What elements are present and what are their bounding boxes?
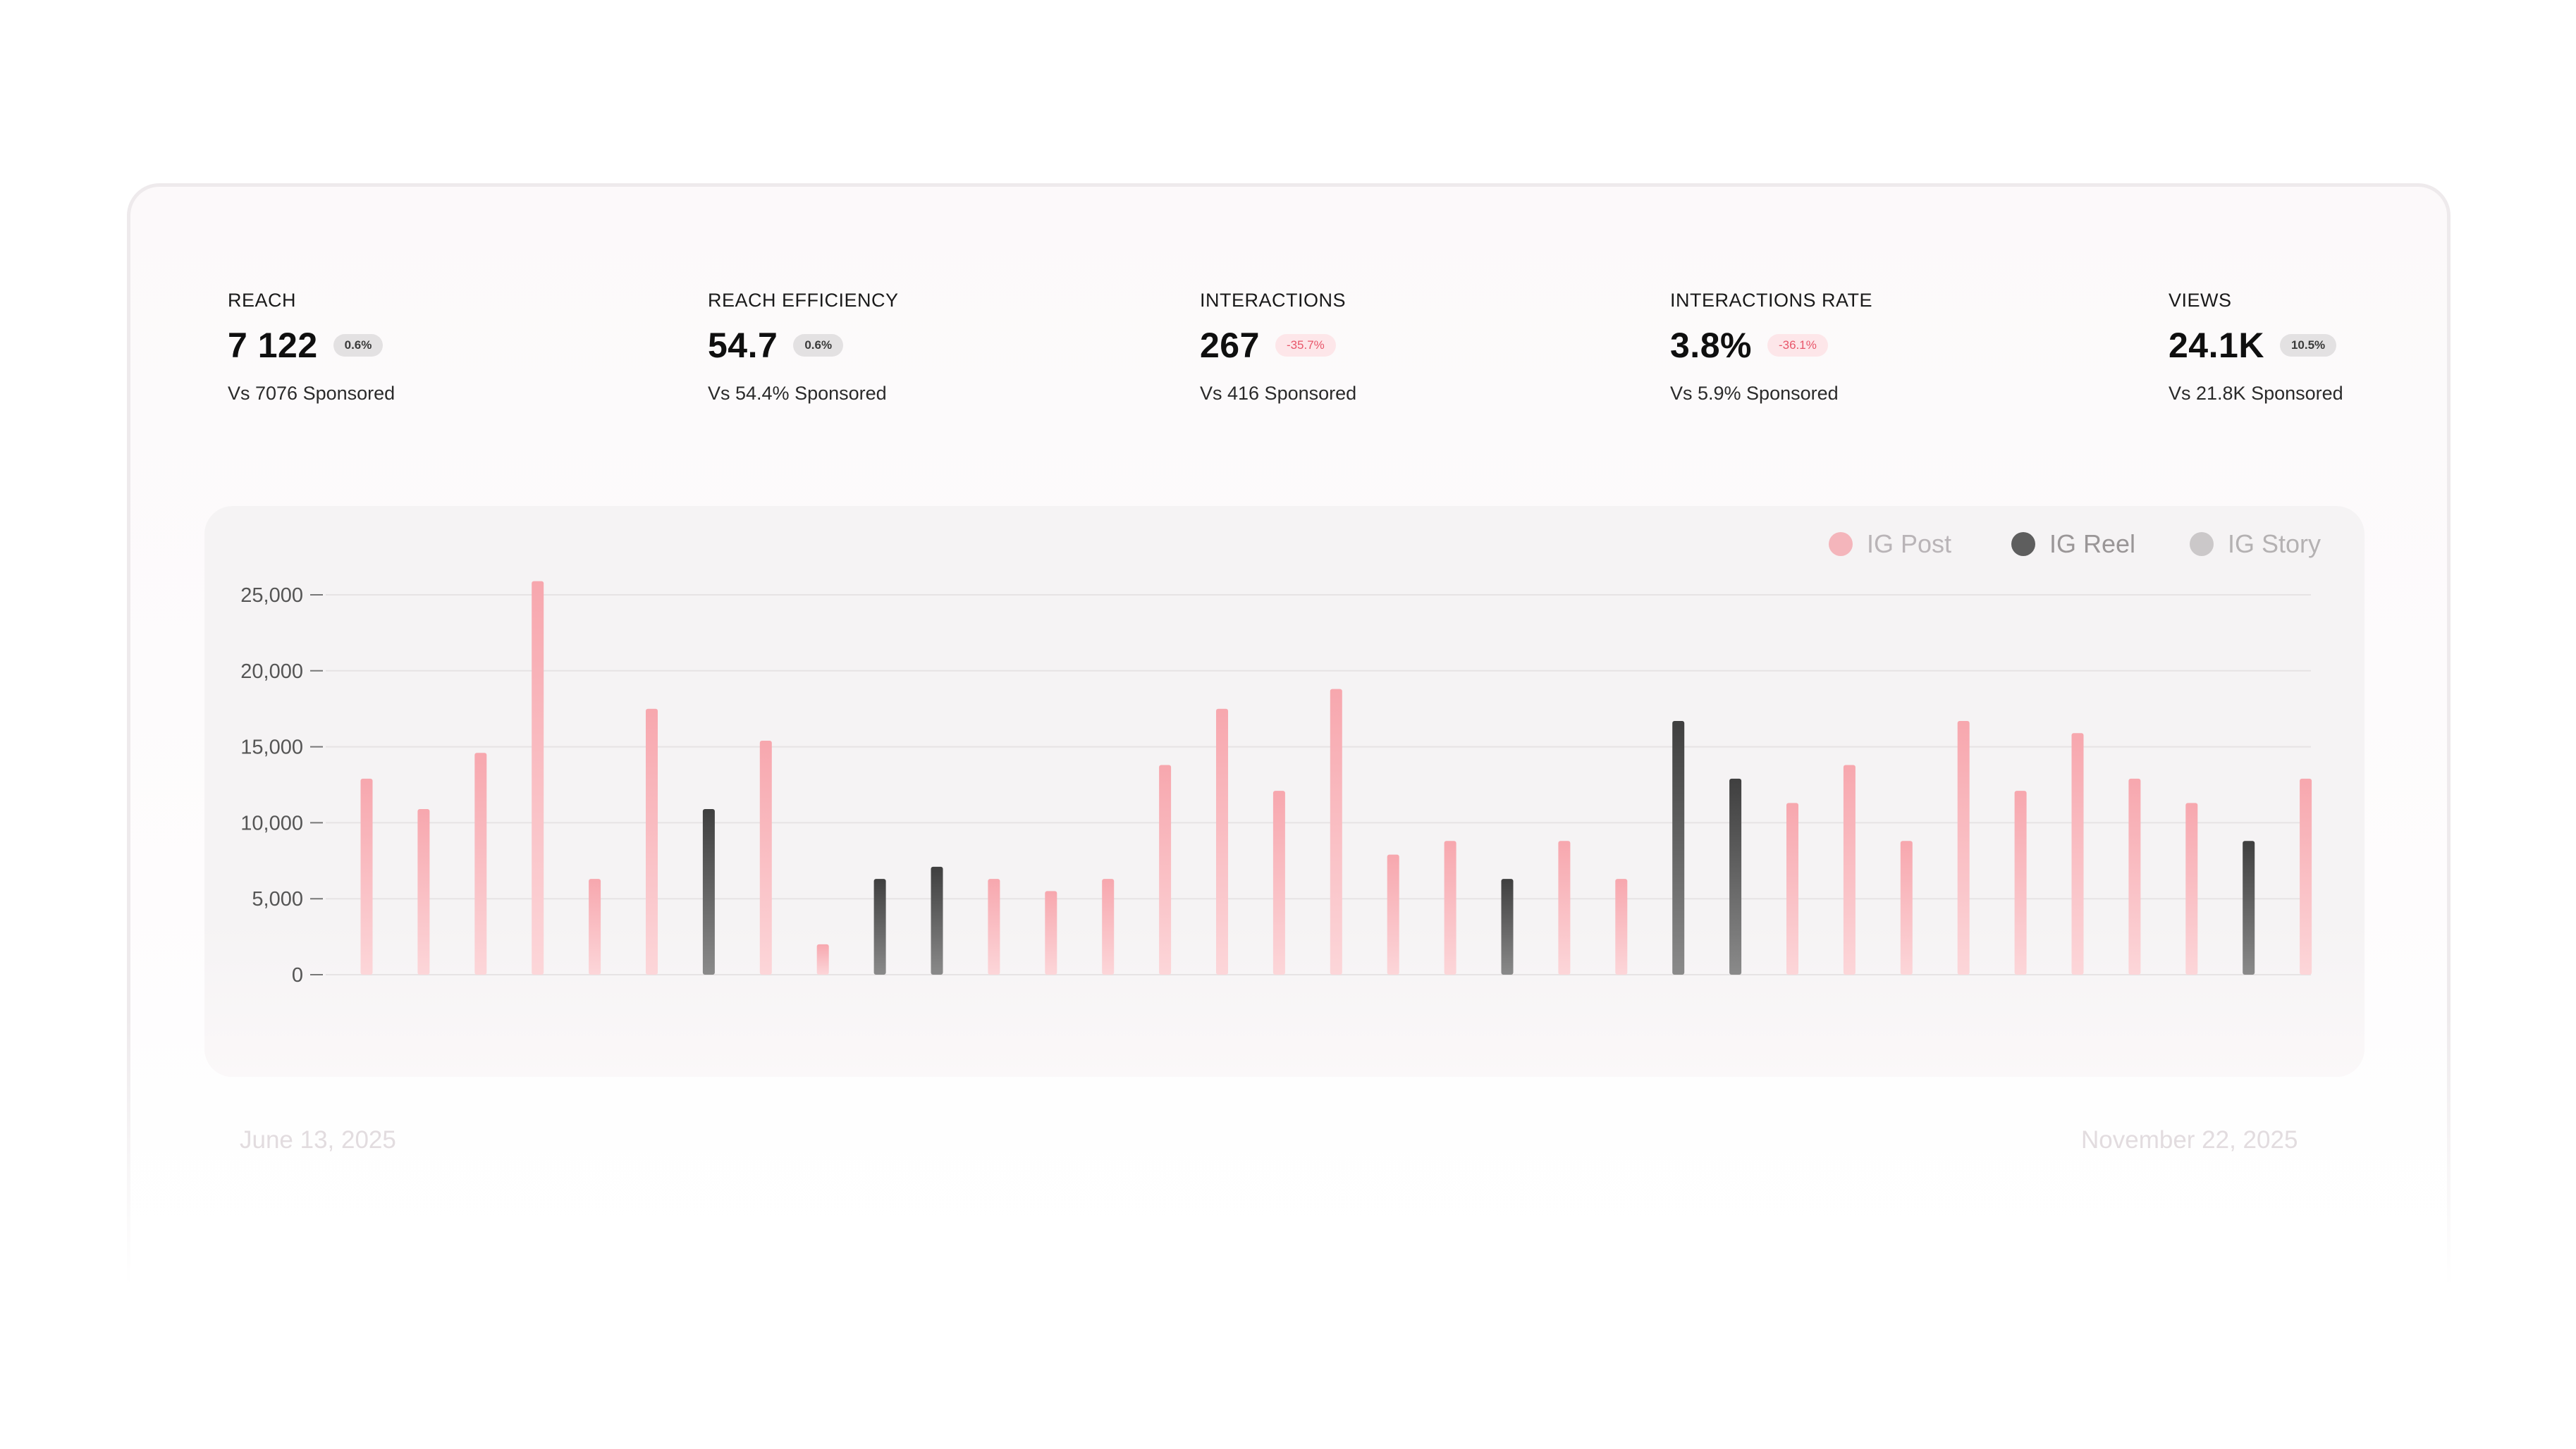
bar-ig-post[interactable]	[2185, 803, 2198, 975]
y-axis: 0 5,000 10,000 15,000 20,000 25,000	[240, 584, 323, 987]
bar-ig-post[interactable]	[474, 753, 487, 975]
bar-ig-post[interactable]	[1957, 720, 1970, 975]
bar-ig-post[interactable]	[1615, 879, 1628, 975]
bar-ig-post[interactable]	[360, 778, 373, 975]
bar-ig-reel[interactable]	[1729, 778, 1742, 975]
legend-swatch	[1829, 532, 1853, 556]
end-date: November 22, 2025	[2081, 1126, 2298, 1154]
legend-label: IG Story	[2228, 529, 2322, 558]
bars	[360, 581, 2312, 975]
legend-item-ig-reel[interactable]: IG Reel	[2011, 530, 2135, 558]
bar-ig-post[interactable]	[1900, 841, 1913, 975]
bar-ig-post[interactable]	[1786, 803, 1798, 975]
kpi-value: 24.1K	[2169, 326, 2264, 365]
kpi-interactions: INTERACTIONS 267 -35.7% Vs 416 Sponsored	[1200, 288, 1356, 406]
bar-ig-post[interactable]	[988, 879, 1000, 975]
kpi-comparison: Vs 416 Sponsored	[1200, 383, 1357, 404]
bar-ig-post[interactable]	[1102, 879, 1115, 975]
bar-ig-post[interactable]	[759, 740, 772, 975]
kpi-value: 3.8%	[1670, 326, 1752, 365]
y-tick-label: 10,000	[240, 812, 303, 834]
kpi-comparison: Vs 5.9% Sponsored	[1670, 383, 1839, 404]
kpi-views: VIEWS 24.1K 10.5% Vs 21.8K Sponsored	[2169, 288, 2343, 406]
bar-ig-reel[interactable]	[873, 879, 886, 975]
bar-ig-post[interactable]	[2128, 778, 2141, 975]
bar-ig-post[interactable]	[1387, 854, 1399, 975]
y-tick-label: 5,000	[252, 888, 303, 911]
bar-ig-post[interactable]	[816, 944, 829, 975]
change-badge: -35.7%	[1275, 334, 1336, 357]
start-date: June 13, 2025	[240, 1126, 396, 1154]
bar-ig-reel[interactable]	[931, 866, 943, 975]
kpi-interactions-rate: INTERACTIONS RATE 3.8% -36.1% Vs 5.9% Sp…	[1670, 288, 1872, 406]
change-badge: 0.6%	[793, 334, 844, 357]
bar-ig-post[interactable]	[1843, 765, 1856, 975]
bar-ig-post[interactable]	[532, 581, 544, 975]
kpi-label: REACH	[228, 290, 297, 311]
bar-ig-post[interactable]	[2300, 778, 2312, 975]
kpi-label: VIEWS	[2169, 290, 2232, 311]
bar-ig-post[interactable]	[589, 879, 601, 975]
bar-ig-post[interactable]	[2071, 733, 2084, 975]
legend-label: IG Post	[1867, 529, 1952, 558]
bar-ig-post[interactable]	[1159, 765, 1172, 975]
kpi-label: REACH EFFICIENCY	[708, 290, 899, 311]
y-tick-label: 20,000	[240, 660, 303, 683]
y-tick-label: 15,000	[240, 736, 303, 759]
grid-lines	[326, 594, 2311, 975]
legend-label: IG Reel	[2049, 529, 2136, 558]
kpi-comparison: Vs 21.8K Sponsored	[2169, 383, 2343, 404]
legend-swatch	[2011, 532, 2035, 556]
kpi-comparison: Vs 7076 Sponsored	[228, 383, 395, 404]
bar-ig-post[interactable]	[417, 808, 430, 975]
bar-ig-reel[interactable]	[1501, 879, 1514, 975]
bar-ig-reel[interactable]	[1672, 720, 1685, 975]
kpi-label: INTERACTIONS	[1200, 290, 1347, 311]
change-badge: 10.5%	[2279, 334, 2337, 357]
bar-ig-post[interactable]	[1444, 841, 1456, 975]
bar-ig-post[interactable]	[1558, 841, 1571, 975]
kpi-reach: REACH 7 122 0.6% Vs 7076 Sponsored	[228, 288, 395, 406]
legend-item-ig-story[interactable]: IG Story	[2190, 530, 2321, 558]
bar-ig-post[interactable]	[1330, 689, 1342, 975]
kpi-value: 7 122	[228, 326, 318, 365]
bar-ig-post[interactable]	[1045, 891, 1057, 975]
bar-ig-reel[interactable]	[702, 808, 715, 975]
bar-ig-post[interactable]	[1216, 708, 1228, 975]
bar-ig-post[interactable]	[2014, 791, 2027, 975]
bar-ig-reel[interactable]	[2243, 841, 2255, 975]
legend-swatch	[2190, 532, 2214, 556]
kpi-value: 54.7	[708, 326, 778, 365]
kpi-value: 267	[1200, 326, 1260, 365]
change-badge: -36.1%	[1767, 334, 1828, 357]
legend-item-ig-post[interactable]: IG Post	[1829, 530, 1951, 558]
y-tick-label: 25,000	[240, 584, 303, 607]
bar-ig-post[interactable]	[1272, 791, 1285, 975]
kpi-reach-efficiency: REACH EFFICIENCY 54.7 0.6% Vs 54.4% Spon…	[708, 288, 899, 406]
bar-ig-post[interactable]	[646, 708, 658, 975]
kpi-label: INTERACTIONS RATE	[1670, 290, 1873, 311]
y-tick-label: 0	[292, 964, 303, 987]
change-badge: 0.6%	[333, 334, 384, 357]
kpi-comparison: Vs 54.4% Sponsored	[708, 383, 887, 404]
